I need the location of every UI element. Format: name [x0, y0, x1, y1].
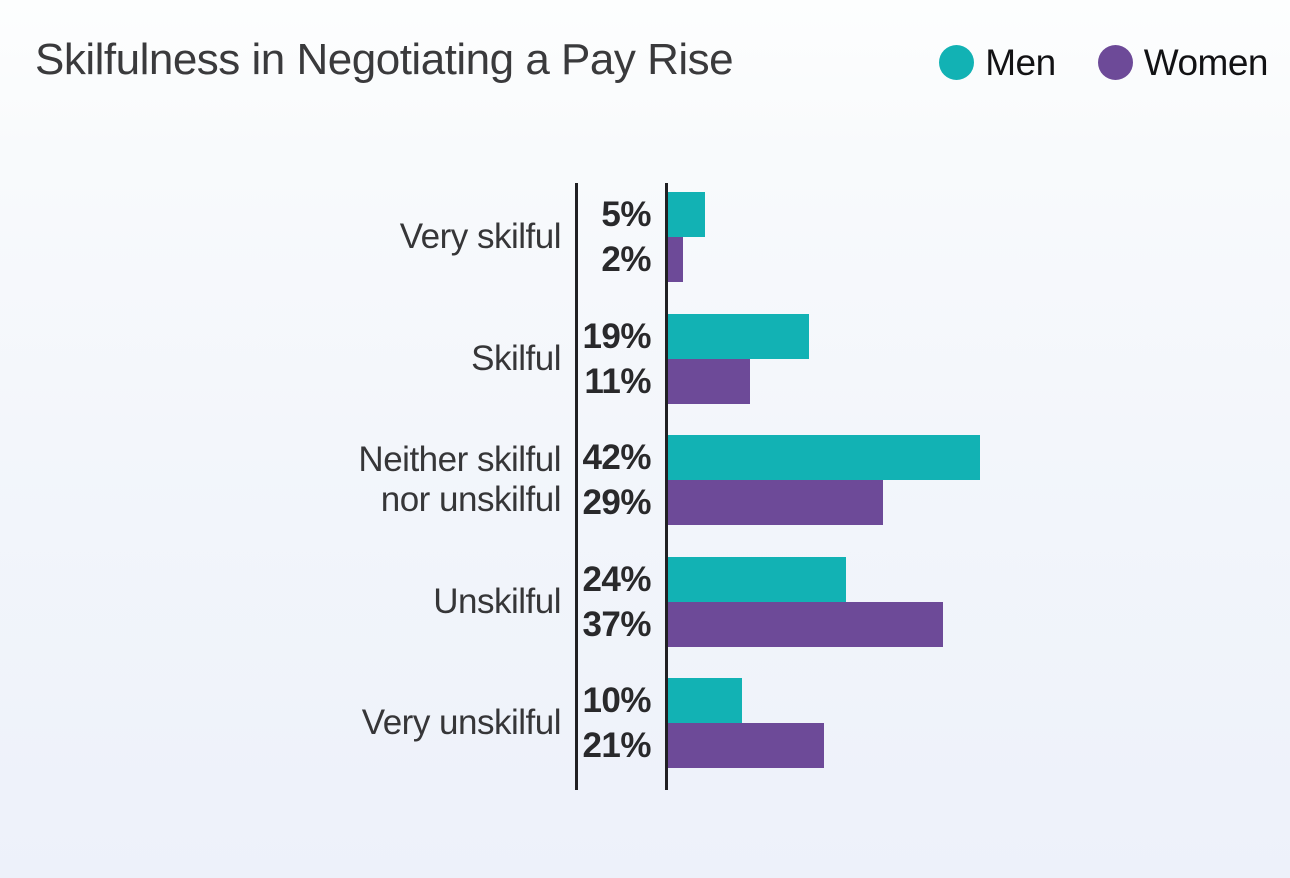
bar-men [668, 192, 705, 237]
value-label-men: 5% [601, 195, 651, 234]
bar-men [668, 678, 742, 723]
value-label-women: 2% [601, 240, 651, 279]
women-legend-label: Women [1143, 42, 1269, 83]
value-label-women: 11% [584, 362, 651, 401]
value-label-women: 29% [582, 483, 651, 522]
chart-title: Skilfulness in Negotiating a Pay Rise [35, 35, 734, 84]
bar-women [668, 723, 824, 768]
bar-men [668, 435, 980, 480]
legend-item-men: Men [939, 42, 1056, 83]
category-label: Neither skilful nor unskilful [358, 440, 561, 519]
value-label-women: 21% [582, 726, 651, 765]
legend: Men Women [939, 42, 1269, 83]
bar-women [668, 602, 943, 647]
men-legend-dot-icon [939, 45, 975, 80]
value-label-men: 19% [582, 317, 651, 356]
value-label-men: 42% [582, 438, 651, 477]
value-label-women: 37% [582, 605, 651, 644]
category-label: Very skilful [399, 217, 562, 256]
category-label: Unskilful [433, 582, 561, 621]
baseline-axis-line [665, 183, 668, 790]
legend-item-women: Women [1097, 42, 1269, 83]
women-legend-dot-icon [1097, 45, 1133, 80]
value-label-men: 10% [582, 681, 651, 720]
value-label-men: 24% [582, 560, 651, 599]
bar-women [668, 480, 883, 525]
bar-men [668, 557, 846, 602]
men-legend-label: Men [985, 42, 1056, 83]
label-separator-line [575, 183, 578, 790]
category-label: Very unskilful [361, 703, 562, 742]
bar-women [668, 359, 750, 404]
bar-men [668, 314, 809, 359]
bar-women [668, 237, 683, 282]
category-label: Skilful [471, 339, 561, 378]
